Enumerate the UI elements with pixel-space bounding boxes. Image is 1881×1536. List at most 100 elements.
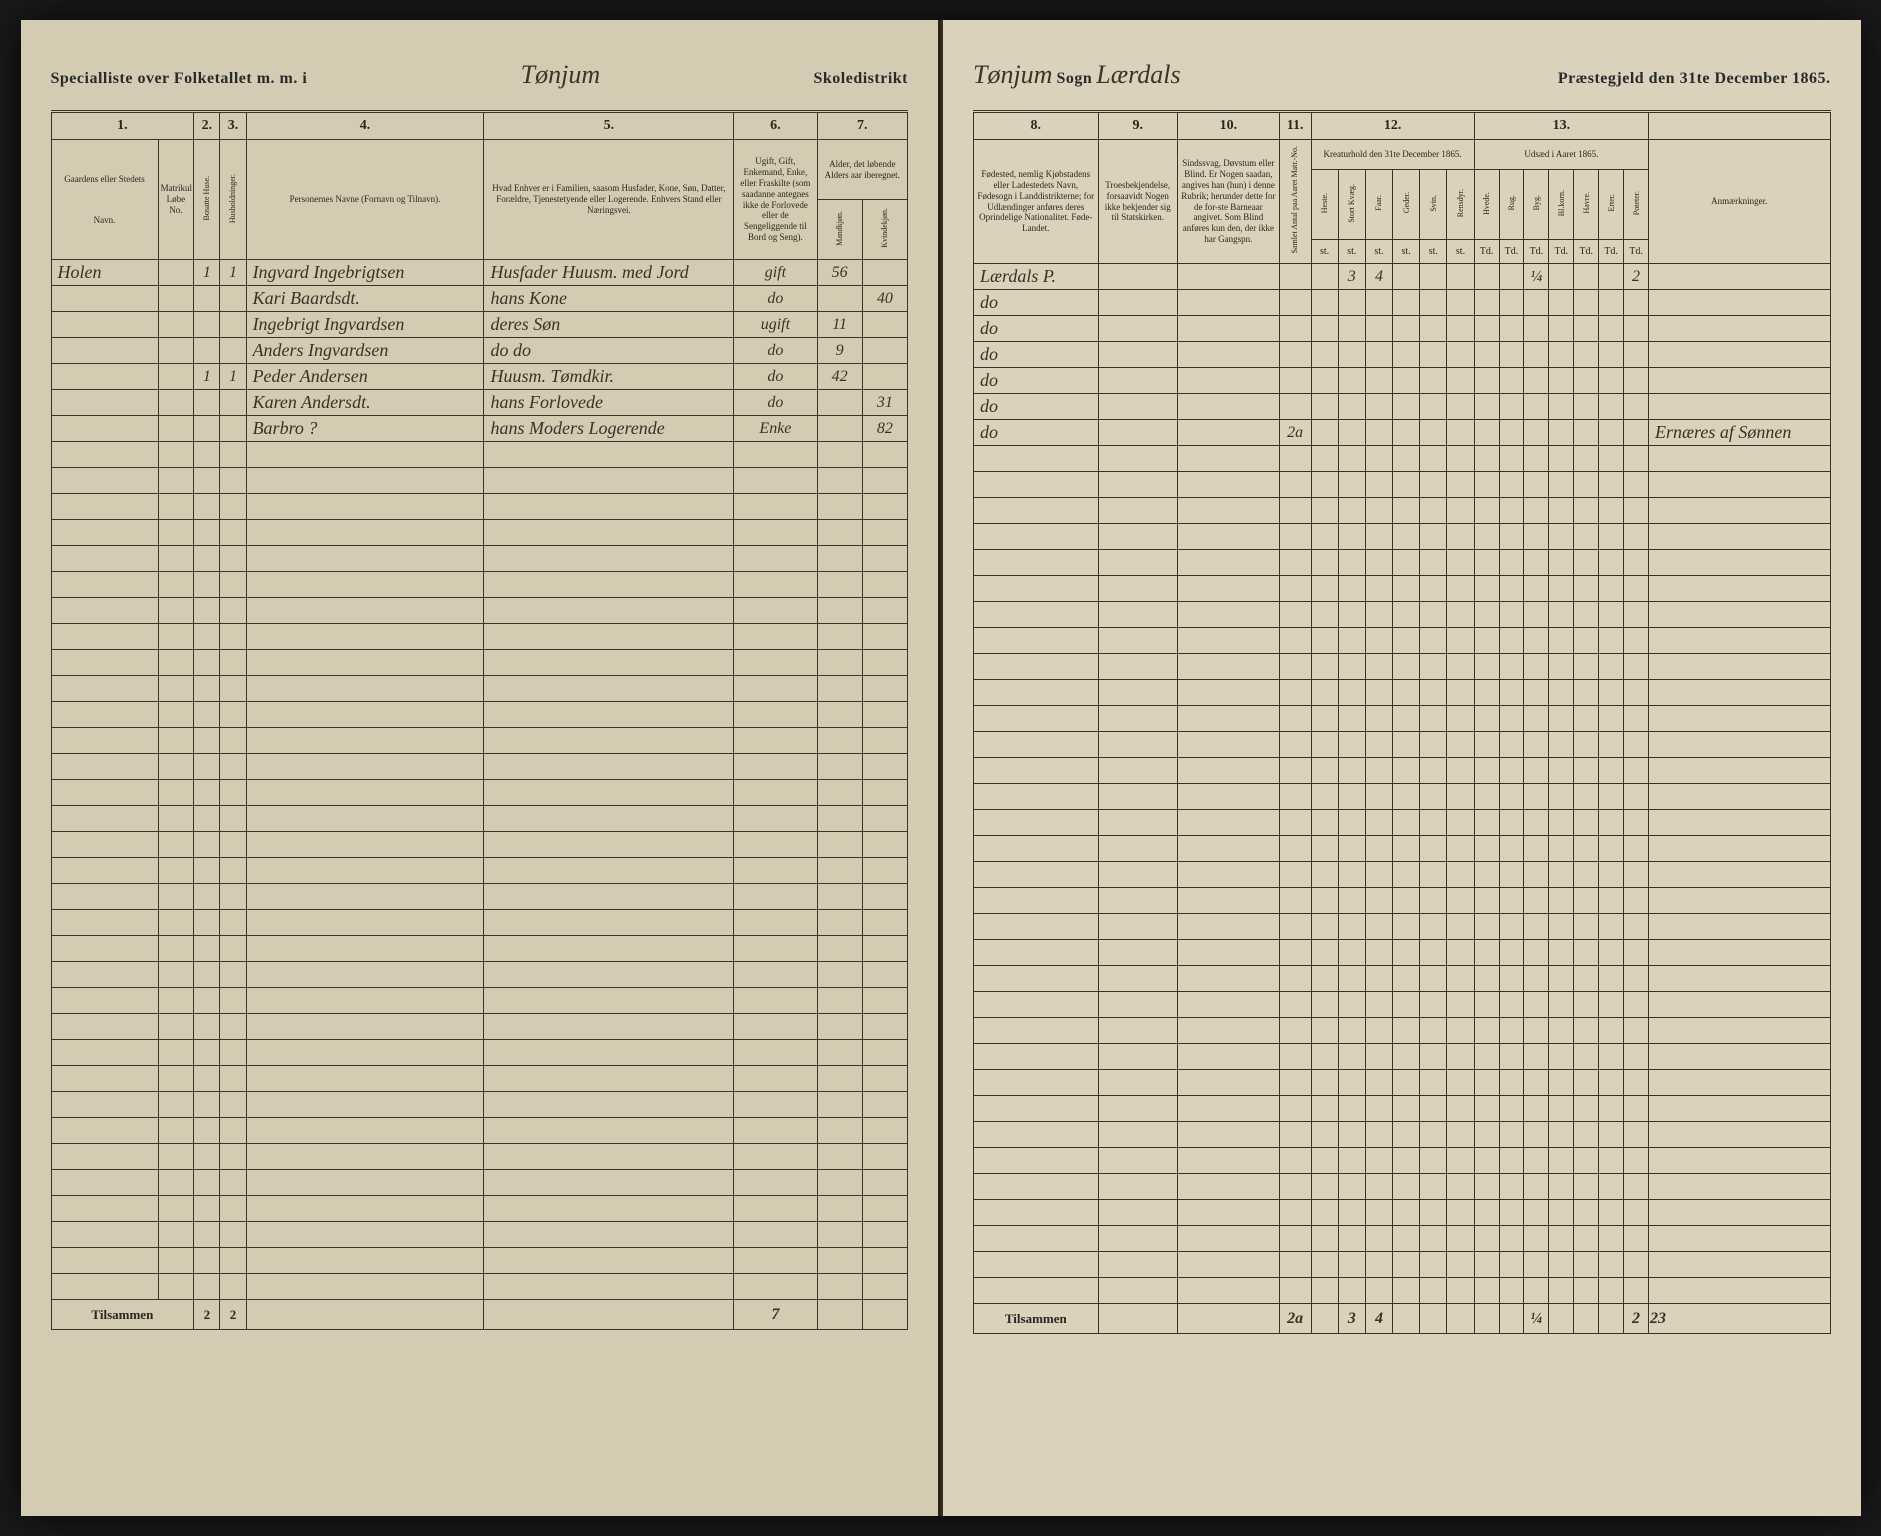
- rh-birthplace: Fødested, nemlig Kjøbstadens eller Lades…: [974, 140, 1099, 264]
- right-footer: Tilsammen 2a 3 4 ¼ 2 23: [974, 1304, 1831, 1334]
- cell-mat: [158, 390, 194, 416]
- table-row: do: [974, 368, 1831, 394]
- cell-hh: [220, 338, 246, 364]
- cell-hh: [220, 416, 246, 442]
- cell-c11: [1279, 316, 1311, 342]
- table-row: [974, 524, 1831, 550]
- cell-stat: Enke: [734, 416, 817, 442]
- cell-rel: do do: [484, 338, 734, 364]
- table-row: Barbro ?hans Moders LogerendeEnke 82: [51, 416, 908, 442]
- cell-rel: hans Forlovede: [484, 390, 734, 416]
- cell-birthplace: do: [974, 290, 1099, 316]
- head-matrikul: Matrikul Løbe No.: [158, 140, 194, 260]
- head-female: Kvindekjøn.: [862, 200, 907, 260]
- table-row: do: [974, 290, 1831, 316]
- cell-stat: do: [734, 286, 817, 312]
- footer-hus: 2: [194, 1300, 220, 1330]
- colnum-row: 1. 2. 3. 4. 5. 6. 7.: [51, 112, 908, 140]
- table-row: [51, 598, 908, 624]
- cell-mat: [158, 312, 194, 338]
- cell-name: Barbro ?: [246, 416, 484, 442]
- colnum-2: 2.: [194, 112, 220, 140]
- table-row: [51, 546, 908, 572]
- table-row: Anders Ingvardsendo dodo9: [51, 338, 908, 364]
- table-row: Kari Baardsdt.hans Konedo40: [51, 286, 908, 312]
- table-row: [51, 1144, 908, 1170]
- head-relation: Hvad Enhver er i Familien, saasom Husfad…: [484, 140, 734, 260]
- table-row: [51, 1092, 908, 1118]
- hdr-script-prgjeld: Lærdals: [1096, 60, 1180, 89]
- table-row: [974, 1070, 1831, 1096]
- table-row: [51, 1196, 908, 1222]
- cell-place: [51, 416, 158, 442]
- table-row: [51, 858, 908, 884]
- cell-remark: [1649, 394, 1830, 420]
- r-colnum-row: 8. 9. 10. 11. 12. 13.: [974, 112, 1831, 140]
- cell-k: 82: [862, 416, 907, 442]
- cell-remark: [1649, 342, 1830, 368]
- table-row: [974, 888, 1831, 914]
- header-script-district: Tønjum: [521, 60, 600, 90]
- cell-m: [817, 416, 862, 442]
- head-husholdn: Husholdninger.: [220, 140, 246, 260]
- table-row: Ingebrigt Ingvardsenderes Sønugift11: [51, 312, 908, 338]
- cell-mat: [158, 416, 194, 442]
- cell-m: [817, 390, 862, 416]
- cell-name: Karen Andersdt.: [246, 390, 484, 416]
- rh-livestock: Kreaturhold den 31te December 1865.: [1311, 140, 1474, 170]
- table-row: [51, 728, 908, 754]
- rh-sowing: Udsæd i Aaret 1865.: [1474, 140, 1648, 170]
- rh-disability: Sindssvag, Døvstum eller Blind. Er Nogen…: [1177, 140, 1279, 264]
- rcn-13: 13.: [1474, 112, 1648, 140]
- cell-rel: hans Kone: [484, 286, 734, 312]
- table-row: [974, 1122, 1831, 1148]
- cell-hus: [194, 390, 220, 416]
- table-row: [51, 650, 908, 676]
- table-row: [974, 1226, 1831, 1252]
- table-row: [974, 1278, 1831, 1304]
- table-row: [974, 706, 1831, 732]
- cell-hh: 1: [220, 364, 246, 390]
- table-row: [51, 962, 908, 988]
- colhead-row: Gaardens eller Stedets Navn. Matrikul Lø…: [51, 140, 908, 200]
- table-row: [51, 702, 908, 728]
- cell-rel: Huusm. Tømdkir.: [484, 364, 734, 390]
- right-header: Tønjum Sogn Lærdals Præstegjeld den 31te…: [973, 60, 1831, 90]
- table-row: Holen11Ingvard IngebrigtsenHusfader Huus…: [51, 260, 908, 286]
- table-row: [974, 1174, 1831, 1200]
- colnum-3: 3.: [220, 112, 246, 140]
- table-row: [51, 1274, 908, 1300]
- table-row: [51, 1248, 908, 1274]
- cell-stat: do: [734, 338, 817, 364]
- table-row: 11Peder AndersenHuusm. Tømdkir.do42: [51, 364, 908, 390]
- table-row: [974, 1096, 1831, 1122]
- cell-mat: [158, 364, 194, 390]
- cell-hh: [220, 312, 246, 338]
- table-row: [51, 910, 908, 936]
- cell-rel: hans Moders Logerende: [484, 416, 734, 442]
- cell-k: 31: [862, 390, 907, 416]
- left-header: Specialliste over Folketallet m. m. i Tø…: [51, 60, 909, 90]
- cell-place: [51, 286, 158, 312]
- rcn-8: 8.: [974, 112, 1099, 140]
- cell-remark: [1649, 290, 1830, 316]
- table-row: [974, 1200, 1831, 1226]
- cell-k: [862, 312, 907, 338]
- table-row: [974, 654, 1831, 680]
- table-row: [974, 732, 1831, 758]
- cell-name: Ingebrigt Ingvardsen: [246, 312, 484, 338]
- table-row: [51, 1066, 908, 1092]
- cell-stat: ugift: [734, 312, 817, 338]
- cell-rel: deres Søn: [484, 312, 734, 338]
- table-row: [974, 940, 1831, 966]
- rh-matrno: Samlet Antal paa Aaret Matr.-No.: [1279, 140, 1311, 264]
- colnum-6: 6.: [734, 112, 817, 140]
- cell-hh: [220, 286, 246, 312]
- table-row: [974, 550, 1831, 576]
- rcn-12: 12.: [1311, 112, 1474, 140]
- cell-hus: 1: [194, 260, 220, 286]
- cell-hus: [194, 286, 220, 312]
- table-row: [974, 758, 1831, 784]
- table-row: [974, 628, 1831, 654]
- table-row: [51, 884, 908, 910]
